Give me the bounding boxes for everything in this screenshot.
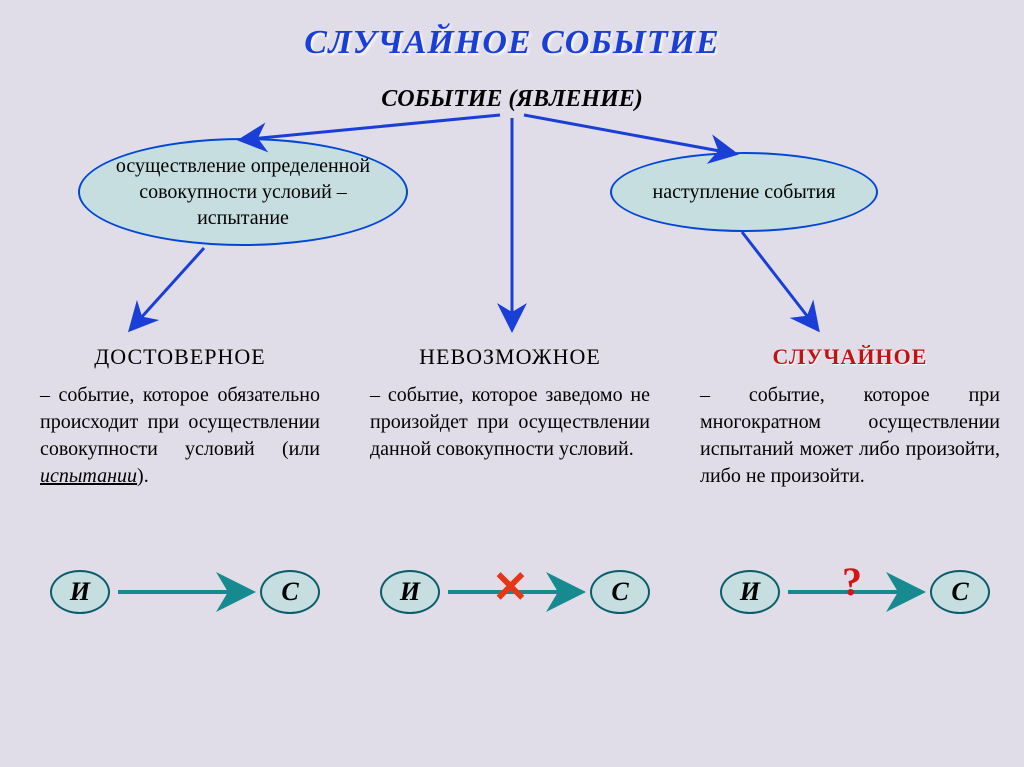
flow-1-source: И — [380, 570, 440, 614]
flow-2-source: И — [720, 570, 780, 614]
column-2: СЛУЧАЙНОЕ – событие, которое при многокра… — [700, 344, 1000, 490]
page-title: СЛУЧАЙНОЕ СОБЫТИЕ — [0, 24, 1024, 62]
column-0: ДОСТОВЕРНОЕ – событие, которое обязательн… — [40, 344, 320, 490]
cross-icon: ✕ — [492, 562, 529, 613]
ellipse-right: наступление события — [610, 152, 878, 232]
column-heading-0: ДОСТОВЕРНОЕ — [40, 344, 320, 370]
flow-0-target: С — [260, 570, 320, 614]
ellipse-right-text: наступление события — [653, 179, 836, 205]
flow-0-source: И — [50, 570, 110, 614]
column-body-1: – событие, которое заведомо не произойде… — [370, 382, 650, 463]
question-mark-icon: ? — [842, 558, 862, 605]
column-heading-2: СЛУЧАЙНОЕ — [700, 344, 1000, 370]
ellipse-left: осуществление определенной совокупности … — [78, 138, 408, 246]
column-body-2: – событие, которое при многократном осущ… — [700, 382, 1000, 490]
flow-1-target: С — [590, 570, 650, 614]
flow-2-target: С — [930, 570, 990, 614]
page-subtitle: СОБЫТИЕ (ЯВЛЕНИЕ) — [0, 86, 1024, 113]
column-body-0: – событие, которое обязательно происходи… — [40, 382, 320, 490]
column-1: НЕВОЗМОЖНОЕ – событие, которое заведомо н… — [370, 344, 650, 463]
ellipse-left-text: осуществление определенной совокупности … — [100, 153, 386, 231]
column-heading-1: НЕВОЗМОЖНОЕ — [370, 344, 650, 370]
